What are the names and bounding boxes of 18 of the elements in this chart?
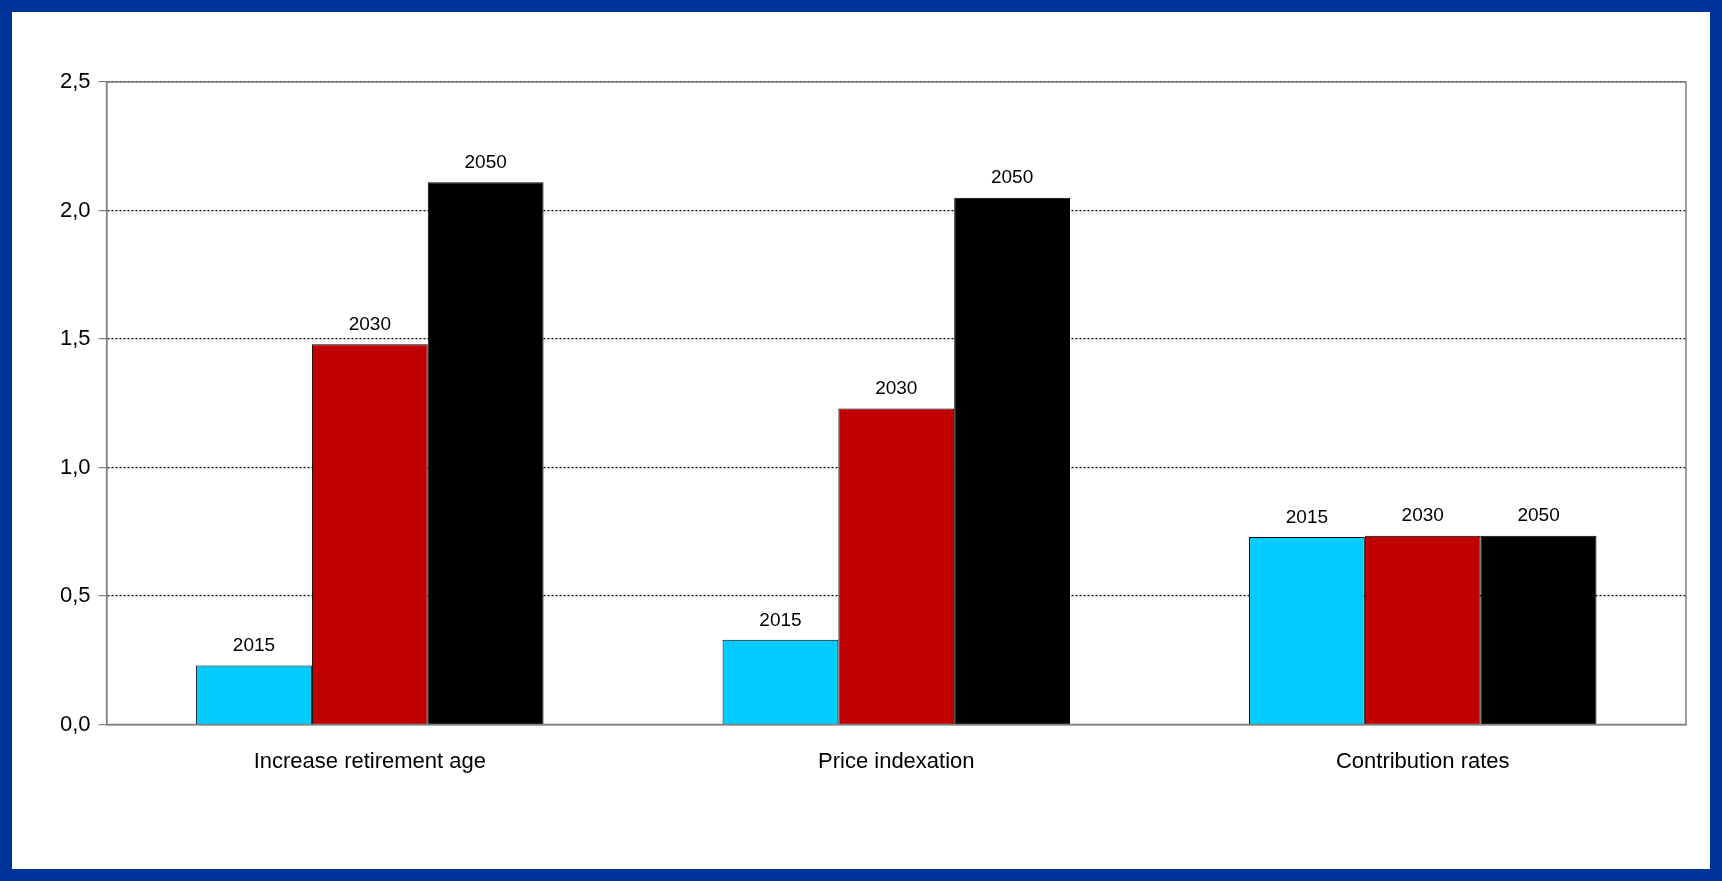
x-tick-label: Contribution rates [1335, 747, 1510, 773]
text: 2050 [464, 150, 507, 172]
text: 2050 [1517, 504, 1560, 526]
series-label: 2050 [990, 166, 1034, 188]
y-tick-label: 1,0 [59, 453, 91, 479]
series-label: 2030 [348, 312, 391, 334]
x-tick-label: Price indexation [818, 747, 975, 773]
text: 2015 [1285, 505, 1329, 527]
y-tick-label: 0,5 [59, 582, 91, 608]
y-tick-label: 2,0 [59, 196, 91, 222]
y-tick-label: 1,5 [59, 325, 91, 351]
text: 2030 [875, 377, 918, 399]
y-tick-label: 0,0 [59, 710, 91, 736]
x-tick-label: Increase retirement age [253, 747, 486, 773]
series-label: 2015 [232, 634, 276, 656]
text: 2015 [759, 608, 802, 630]
text: 2030 [1401, 504, 1444, 526]
y-tick-label: 2,5 [59, 68, 91, 94]
